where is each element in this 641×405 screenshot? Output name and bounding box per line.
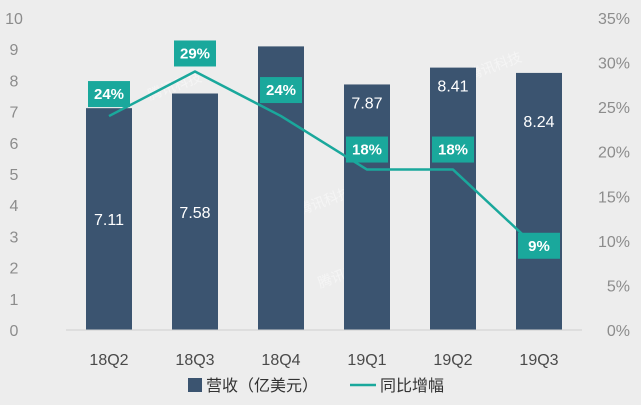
legend-bar-swatch	[188, 378, 202, 392]
growth-label-text: 18%	[352, 142, 382, 159]
revenue-bar-label: 8.41	[437, 79, 468, 96]
left-tick-label: 0	[10, 323, 19, 340]
category-label: 18Q4	[261, 352, 300, 369]
revenue-bar-label: 7.11	[94, 212, 124, 229]
left-tick-label: 9	[10, 42, 19, 59]
right-tick-label: 15%	[598, 189, 630, 206]
revenue-bar-label: 7.87	[351, 95, 382, 112]
growth-label-text: 29%	[180, 45, 210, 62]
revenue-bar-label: 8.24	[523, 114, 554, 131]
legend-bar-label: 营收（亿美元）	[206, 376, 318, 395]
growth-label-box	[518, 232, 560, 259]
revenue-bars	[86, 46, 562, 331]
growth-label-text: 24%	[266, 82, 296, 99]
growth-label-box	[260, 77, 302, 104]
growth-label-text: 24%	[94, 86, 124, 103]
category-label: 19Q2	[433, 352, 472, 369]
growth-label-box	[174, 40, 216, 67]
revenue-bar	[430, 67, 476, 330]
right-tick-label: 30%	[598, 56, 630, 73]
left-tick-label: 8	[10, 73, 19, 90]
category-label: 19Q1	[347, 352, 386, 369]
left-tick-label: 5	[10, 167, 19, 184]
right-tick-label: 10%	[598, 234, 630, 251]
right-axis-ticks: 0% 5% 10% 15% 20% 25% 30% 35%	[598, 11, 630, 340]
right-tick-label: 5%	[607, 278, 630, 295]
growth-label-box	[432, 136, 474, 163]
revenue-bar-label: 7.58	[179, 205, 210, 222]
left-tick-label: 7	[10, 105, 19, 122]
left-tick-label: 6	[10, 136, 19, 153]
right-tick-label: 20%	[598, 145, 630, 162]
growth-label-box	[88, 81, 130, 108]
revenue-bar	[516, 72, 562, 331]
revenue-bar	[86, 108, 132, 330]
revenue-bar-labels: 7.11 7.58 7.87 8.41 8.24	[94, 79, 555, 229]
category-label: 18Q3	[175, 352, 214, 369]
legend-line-label: 同比增幅	[380, 376, 444, 395]
revenue-bar	[172, 93, 218, 330]
growth-label-text: 9%	[528, 238, 550, 255]
right-tick-label: 0%	[607, 323, 630, 340]
growth-line	[108, 70, 540, 251]
growth-rate-labels: 24% 29% 24% 18% 18% 9%	[88, 40, 560, 259]
left-tick-label: 4	[10, 198, 19, 215]
legend: 营收（亿美元） 同比增幅	[188, 376, 444, 395]
category-labels: 18Q2 18Q3 18Q4 19Q1 19Q2 19Q3	[89, 352, 558, 369]
left-tick-label: 2	[10, 261, 19, 278]
category-label: 19Q3	[519, 352, 558, 369]
right-tick-label: 35%	[598, 11, 630, 28]
category-label: 18Q2	[89, 352, 128, 369]
left-tick-label: 10	[5, 11, 23, 28]
left-axis-ticks: 0 1 2 3 4 5 6 7 8 9 10	[5, 11, 23, 340]
growth-label-text: 18%	[438, 142, 468, 159]
growth-label-box	[346, 136, 388, 163]
left-tick-label: 1	[10, 292, 19, 309]
revenue-bar	[344, 84, 390, 331]
right-tick-label: 25%	[598, 100, 630, 117]
left-tick-label: 3	[10, 229, 19, 246]
